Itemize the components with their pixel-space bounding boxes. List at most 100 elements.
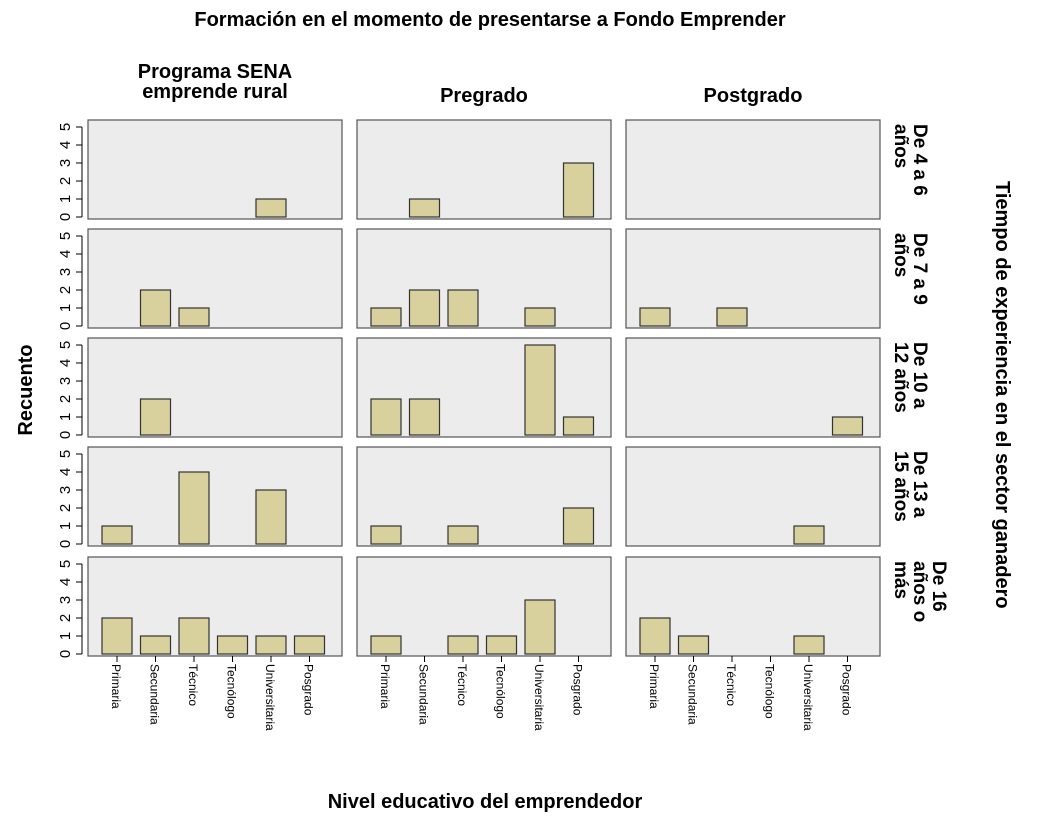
y-tick-label: 1	[57, 195, 74, 203]
y-tick-label: 1	[57, 304, 74, 312]
x-tick-label: Técnico	[724, 664, 738, 706]
bar	[255, 635, 287, 655]
bar	[562, 416, 595, 436]
y-tick-label: 5	[57, 232, 74, 240]
y-tick-label: 4	[57, 250, 74, 258]
panel	[625, 119, 881, 220]
y-tick-label: 3	[57, 486, 74, 494]
y-tick-label: 1	[57, 413, 74, 421]
row-facet-title: Tiempo de experiencia en el sector ganad…	[991, 181, 1013, 609]
x-tick-label: Posgrado	[302, 664, 316, 716]
y-tick-label: 0	[57, 431, 74, 439]
y-tick-label: 2	[57, 286, 74, 294]
bar	[562, 162, 595, 218]
bar	[370, 635, 402, 655]
bar	[255, 198, 287, 218]
column-label: Postgrado	[703, 85, 803, 107]
y-tick-label: 3	[57, 377, 74, 385]
x-tick-label: Universitaria	[801, 664, 815, 731]
bar	[101, 617, 133, 655]
y-axis-title: Recuento	[15, 344, 37, 435]
bar	[178, 617, 210, 655]
y-tick-label: 0	[57, 540, 74, 548]
bar	[139, 289, 172, 327]
x-tick-label: Primaria	[109, 664, 123, 709]
bar	[370, 398, 402, 436]
y-tick-label: 3	[57, 268, 74, 276]
bar	[408, 289, 441, 327]
bar	[178, 471, 210, 545]
x-axis-title: Nivel educativo del emprendedor	[328, 791, 643, 813]
bar	[831, 416, 864, 436]
x-tick-label: Posgrado	[571, 664, 585, 716]
bar	[447, 289, 479, 327]
x-tick-label: Técnico	[186, 664, 200, 706]
y-tick-label: 4	[57, 578, 74, 586]
bar	[793, 635, 825, 655]
panel	[87, 119, 343, 220]
bar	[524, 307, 556, 327]
y-tick-label: 5	[57, 123, 74, 131]
y-tick-label: 3	[57, 159, 74, 167]
x-tick-label: Secundaria	[686, 664, 700, 725]
bar	[408, 198, 441, 218]
x-tick-label: Posgrado	[840, 664, 854, 716]
bar	[677, 635, 710, 655]
row-label: De 13 a 15 años	[890, 451, 930, 522]
x-tick-label: Primaria	[647, 664, 661, 709]
x-tick-label: Tecnólogo	[225, 664, 239, 719]
panel	[87, 337, 343, 438]
row-label: De 7 a 9 años	[890, 233, 930, 305]
bar	[716, 307, 748, 327]
x-tick-label: Primaria	[378, 664, 392, 709]
panel	[87, 228, 343, 329]
row-label: De 10 a 12 años	[890, 342, 930, 413]
bar	[639, 307, 671, 327]
row-label: De 16 años o más	[890, 561, 949, 623]
bar	[485, 635, 518, 655]
y-tick-label: 2	[57, 177, 74, 185]
chart-title: Formación en el momento de presentarse a…	[194, 9, 785, 31]
x-tick-label: Tecnólogo	[763, 664, 777, 719]
bar	[793, 525, 825, 545]
column-label: Programa SENA emprende rural	[137, 61, 293, 103]
y-tick-label: 5	[57, 560, 74, 568]
y-tick-label: 2	[57, 614, 74, 622]
bar	[178, 307, 210, 327]
bar	[216, 635, 249, 655]
bar	[370, 307, 402, 327]
y-tick-label: 4	[57, 141, 74, 149]
bar	[370, 525, 402, 545]
x-tick-label: Tecnólogo	[494, 664, 508, 719]
x-tick-label: Técnico	[455, 664, 469, 706]
bar	[447, 525, 479, 545]
y-tick-label: 5	[57, 450, 74, 458]
bar	[101, 525, 133, 545]
y-tick-label: 4	[57, 468, 74, 476]
row-label: De 4 a 6 años	[890, 124, 930, 196]
bar	[524, 599, 556, 655]
y-tick-label: 2	[57, 504, 74, 512]
y-tick-label: 0	[57, 213, 74, 221]
panel	[625, 446, 881, 547]
y-tick-label: 4	[57, 359, 74, 367]
x-tick-label: Universitaria	[532, 664, 546, 731]
y-tick-label: 0	[57, 650, 74, 658]
bar	[293, 635, 326, 655]
x-tick-label: Universitaria	[263, 664, 277, 731]
x-tick-label: Secundaria	[148, 664, 162, 725]
bar	[408, 398, 441, 436]
column-label: Pregrado	[440, 85, 528, 107]
bar	[562, 507, 595, 545]
y-tick-label: 3	[57, 596, 74, 604]
y-tick-label: 0	[57, 322, 74, 330]
bar	[447, 635, 479, 655]
y-tick-label: 1	[57, 632, 74, 640]
bar	[255, 489, 287, 545]
y-tick-label: 2	[57, 395, 74, 403]
y-tick-label: 5	[57, 341, 74, 349]
x-tick-label: Secundaria	[417, 664, 431, 725]
bar	[639, 617, 671, 655]
